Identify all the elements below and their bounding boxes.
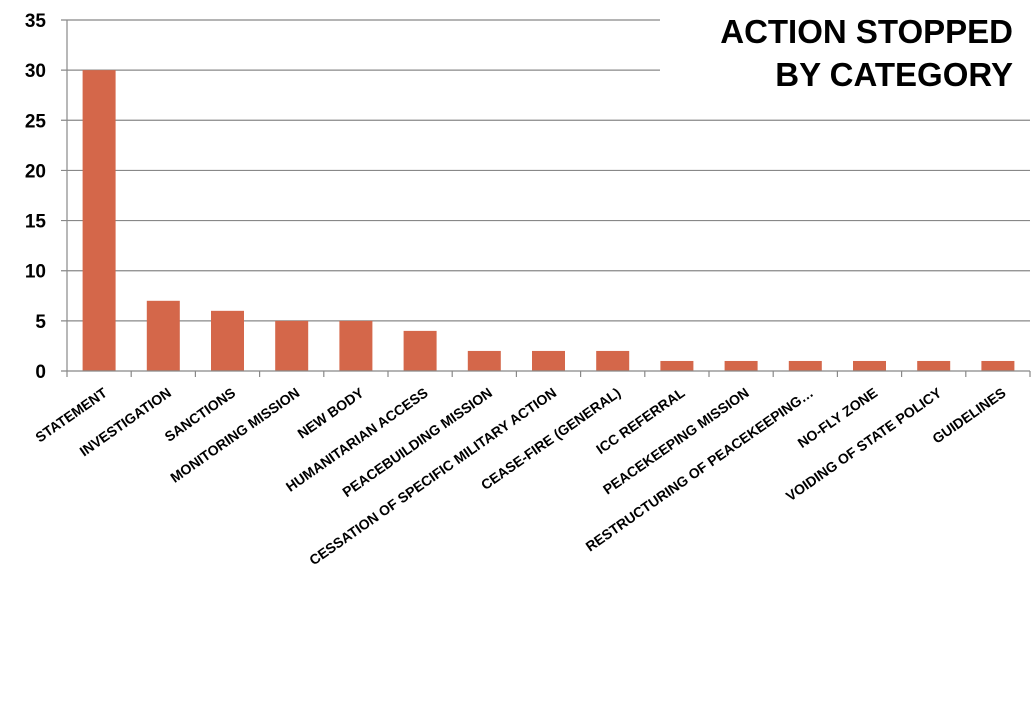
bar <box>146 300 180 371</box>
bar <box>275 320 309 371</box>
x-tick-label: RESTRUCTURING OF PEACEKEEPING… <box>583 384 816 554</box>
y-tick-label: 35 <box>25 11 47 32</box>
bar <box>724 360 758 371</box>
y-tick-label: 0 <box>35 362 46 383</box>
title-background <box>660 8 1032 102</box>
y-tick-label: 25 <box>25 111 47 132</box>
bar <box>403 330 437 371</box>
y-tick-label: 20 <box>25 161 46 182</box>
bar <box>82 70 116 372</box>
y-tick-labels: 0 5 10 15 20 25 30 35 <box>25 11 47 383</box>
bar <box>211 310 244 371</box>
bar <box>981 360 1015 371</box>
y-tick-label: 30 <box>25 61 46 82</box>
x-tick-labels: STATEMENTINVESTIGATIONSANCTIONSMONITORIN… <box>32 384 1008 568</box>
bar <box>339 320 373 371</box>
y-tick-label: 10 <box>25 262 46 283</box>
bar <box>788 360 822 371</box>
bar <box>596 350 630 371</box>
y-tick-label: 15 <box>25 212 47 233</box>
chart-title-line-1: ACTION STOPPED <box>720 13 1013 50</box>
chart-title: ACTION STOPPED BY CATEGORY <box>660 8 1032 102</box>
y-tick-label: 5 <box>35 312 46 333</box>
chart-title-line-2: BY CATEGORY <box>775 56 1013 93</box>
bars <box>82 70 1015 372</box>
bar <box>532 350 565 371</box>
bar <box>917 360 951 371</box>
axes <box>61 20 1031 377</box>
bar <box>853 360 886 371</box>
bar <box>660 360 694 371</box>
gridlines <box>61 19 1030 322</box>
bar <box>467 350 501 371</box>
